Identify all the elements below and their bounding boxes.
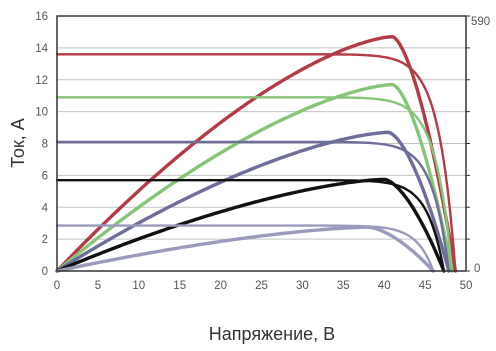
power-curve [55,130,451,273]
x-tick-label: 30 [296,280,309,292]
iv-curve [55,140,450,273]
x-tick-label: 10 [132,280,145,292]
y-tick-label: 8 [42,139,48,151]
y-tick-label: 10 [35,107,48,119]
y-tick-label: 16 [35,11,48,23]
power-curve [55,35,458,273]
iv-curve [55,96,454,273]
power-curve [55,225,435,273]
x-tick-label: 40 [378,280,391,292]
right-axis-ticks [466,15,470,272]
x-tick-labels: 0 5 10 15 20 25 30 35 40 45 50 [54,280,473,292]
right-axis-top-label: 590 [471,16,490,28]
x-tick-label: 5 [95,280,101,292]
series-layer [55,35,458,273]
x-tick-label: 25 [255,280,268,292]
y-tick-label: 4 [42,202,49,214]
y-tick-label: 14 [35,43,48,55]
x-tick-label: 35 [337,280,350,292]
iv-curve [55,53,457,273]
iv-curve [55,179,446,273]
y-tick-labels: 0 2 4 6 8 10 12 14 16 [35,11,48,278]
x-tick-label: 0 [54,280,60,292]
y-tick-label: 6 [42,170,48,182]
power-curve [55,82,454,273]
right-axis-bottom-label: 0 [474,263,480,275]
x-tick-label: 20 [214,280,227,292]
x-tick-label: 45 [419,280,432,292]
x-tick-label: 50 [460,280,473,292]
x-tick-label: 15 [173,280,186,292]
y-axis-title: Ток, А [8,118,28,167]
y-tick-label: 2 [42,234,48,246]
x-axis-title: Напряжение, В [209,324,335,344]
grid [57,47,466,240]
power-curve [55,177,446,273]
y-tick-label: 12 [35,75,48,87]
y-tick-label: 0 [42,266,48,278]
